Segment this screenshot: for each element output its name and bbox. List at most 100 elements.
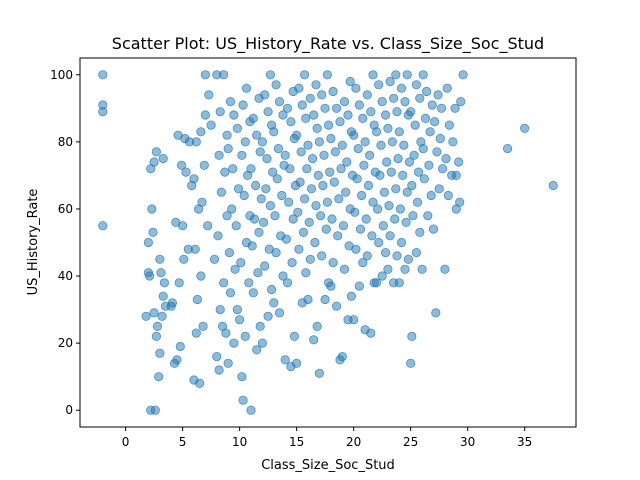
data-point [204, 90, 214, 100]
data-point [358, 257, 368, 268]
data-point [429, 117, 440, 127]
data-point [253, 268, 263, 278]
data-point [410, 120, 420, 130]
data-point [191, 328, 201, 338]
data-point [301, 268, 311, 278]
data-point [339, 97, 350, 107]
data-point [391, 70, 401, 80]
data-point [383, 264, 393, 274]
data-point [312, 123, 322, 133]
data-point [398, 170, 408, 180]
data-point [273, 144, 283, 154]
data-point [368, 70, 378, 80]
data-point [195, 378, 205, 388]
data-point [352, 174, 362, 184]
data-point [246, 405, 256, 415]
data-point [227, 204, 237, 214]
data-point [287, 257, 297, 268]
data-point [433, 90, 443, 100]
data-point [379, 187, 389, 197]
data-point [256, 194, 266, 204]
data-point [270, 211, 280, 221]
data-point [298, 227, 309, 237]
data-point [335, 117, 345, 127]
data-point [367, 231, 377, 241]
data-point [289, 331, 299, 341]
data-point [257, 338, 267, 348]
data-point [294, 83, 304, 93]
data-point [436, 103, 447, 113]
y-axis: 0 20 40 60 80 100 [50, 68, 80, 417]
data-point [377, 271, 387, 281]
data-point [235, 315, 245, 325]
data-point [341, 187, 351, 197]
data-point [339, 264, 350, 274]
data-point [196, 127, 206, 137]
data-point [458, 70, 468, 80]
data-point [413, 167, 424, 177]
data-point [360, 137, 370, 147]
data-point [380, 248, 391, 258]
data-point [284, 197, 294, 207]
data-point [317, 90, 327, 100]
data-point [319, 150, 329, 160]
data-point [396, 83, 407, 93]
data-point [307, 154, 318, 164]
data-point [372, 204, 383, 214]
data-point [167, 298, 177, 308]
data-point [346, 291, 356, 301]
data-point [246, 164, 256, 174]
data-point [380, 110, 391, 120]
data-point [191, 137, 201, 147]
x-tick-label: 20 [346, 435, 361, 449]
data-point [255, 321, 265, 331]
data-point [225, 288, 236, 298]
data-point [351, 83, 361, 93]
data-point [388, 93, 399, 103]
data-point [231, 221, 241, 231]
data-point [303, 294, 313, 305]
data-point [236, 257, 246, 268]
data-point [252, 130, 262, 140]
data-point [359, 160, 369, 170]
data-point [158, 154, 168, 164]
data-point [214, 365, 224, 375]
data-point [179, 254, 189, 264]
data-point [266, 284, 277, 295]
data-point [455, 197, 465, 207]
data-point [322, 70, 332, 80]
data-point [294, 244, 304, 254]
data-point [407, 180, 417, 191]
data-point [520, 123, 530, 133]
data-point [248, 113, 258, 124]
data-point [232, 123, 242, 133]
data-point [394, 278, 404, 288]
data-point [366, 328, 376, 338]
data-point [213, 231, 223, 241]
data-point [178, 221, 188, 231]
data-point [421, 86, 432, 97]
data-point [356, 190, 367, 201]
data-point [371, 278, 382, 288]
data-point [385, 231, 395, 241]
data-point [396, 237, 407, 248]
data-point [351, 244, 361, 254]
data-point [310, 237, 320, 248]
data-point [440, 264, 450, 274]
data-point [176, 160, 187, 170]
data-point [407, 331, 417, 341]
data-point [219, 70, 229, 80]
data-point [418, 70, 428, 80]
data-point [376, 140, 386, 150]
data-point [309, 110, 319, 120]
data-point [364, 150, 375, 160]
data-point [282, 278, 293, 288]
data-point [212, 351, 222, 362]
data-point [392, 107, 402, 117]
data-point [323, 120, 334, 130]
data-point [328, 86, 338, 97]
data-point [444, 120, 454, 130]
data-point [150, 405, 160, 415]
data-point [151, 331, 161, 341]
